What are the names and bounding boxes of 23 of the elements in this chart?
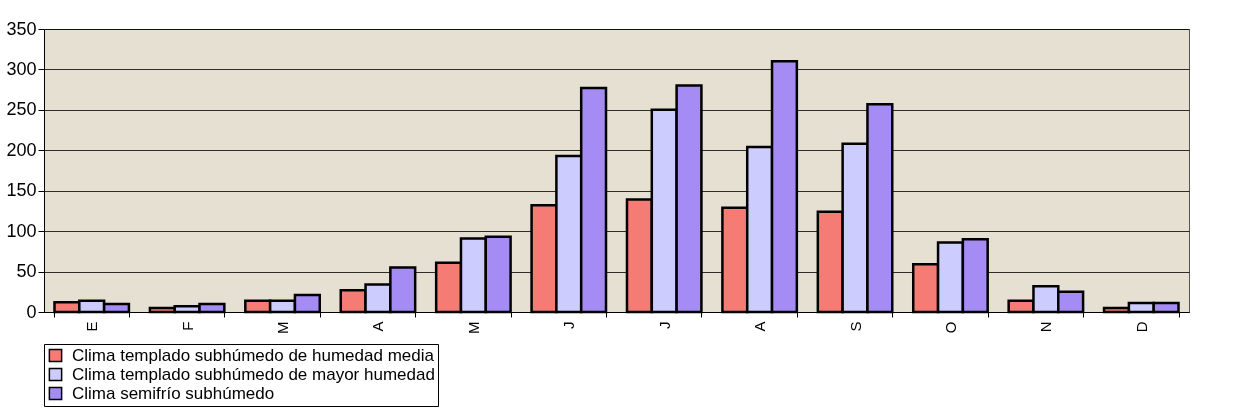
x-tick-label: E [83, 321, 101, 332]
legend-label: Clima templado subhúmedo de humedad media [72, 345, 435, 365]
x-tick-label: M [464, 321, 482, 334]
x-tick-label: S [846, 321, 864, 332]
x-tick-label: N [1037, 321, 1055, 333]
x-tick-label: A [751, 321, 769, 332]
y-tick-label: 150 [6, 180, 37, 201]
x-tick-label: J [655, 321, 673, 329]
x-tick-label: J [560, 321, 578, 329]
legend-label: Clima semifrío subhúmedo [72, 383, 275, 403]
y-tick-label: 350 [6, 18, 37, 39]
y-tick-label: 250 [6, 99, 37, 120]
y-tick-label: 50 [16, 261, 37, 282]
y-tick-label: 200 [6, 139, 37, 160]
legend-label: Clima templado subhúmedo de mayor humedad [72, 364, 435, 384]
x-tick-label: M [274, 321, 292, 334]
y-tick-label: 100 [6, 220, 37, 241]
x-tick-label: O [941, 321, 959, 334]
y-tick-label: 300 [6, 58, 37, 79]
x-tick-label: A [369, 321, 387, 332]
x-tick-label: D [1132, 321, 1150, 333]
x-tick-label: F [178, 321, 196, 331]
y-tick-label: 0 [26, 301, 37, 322]
